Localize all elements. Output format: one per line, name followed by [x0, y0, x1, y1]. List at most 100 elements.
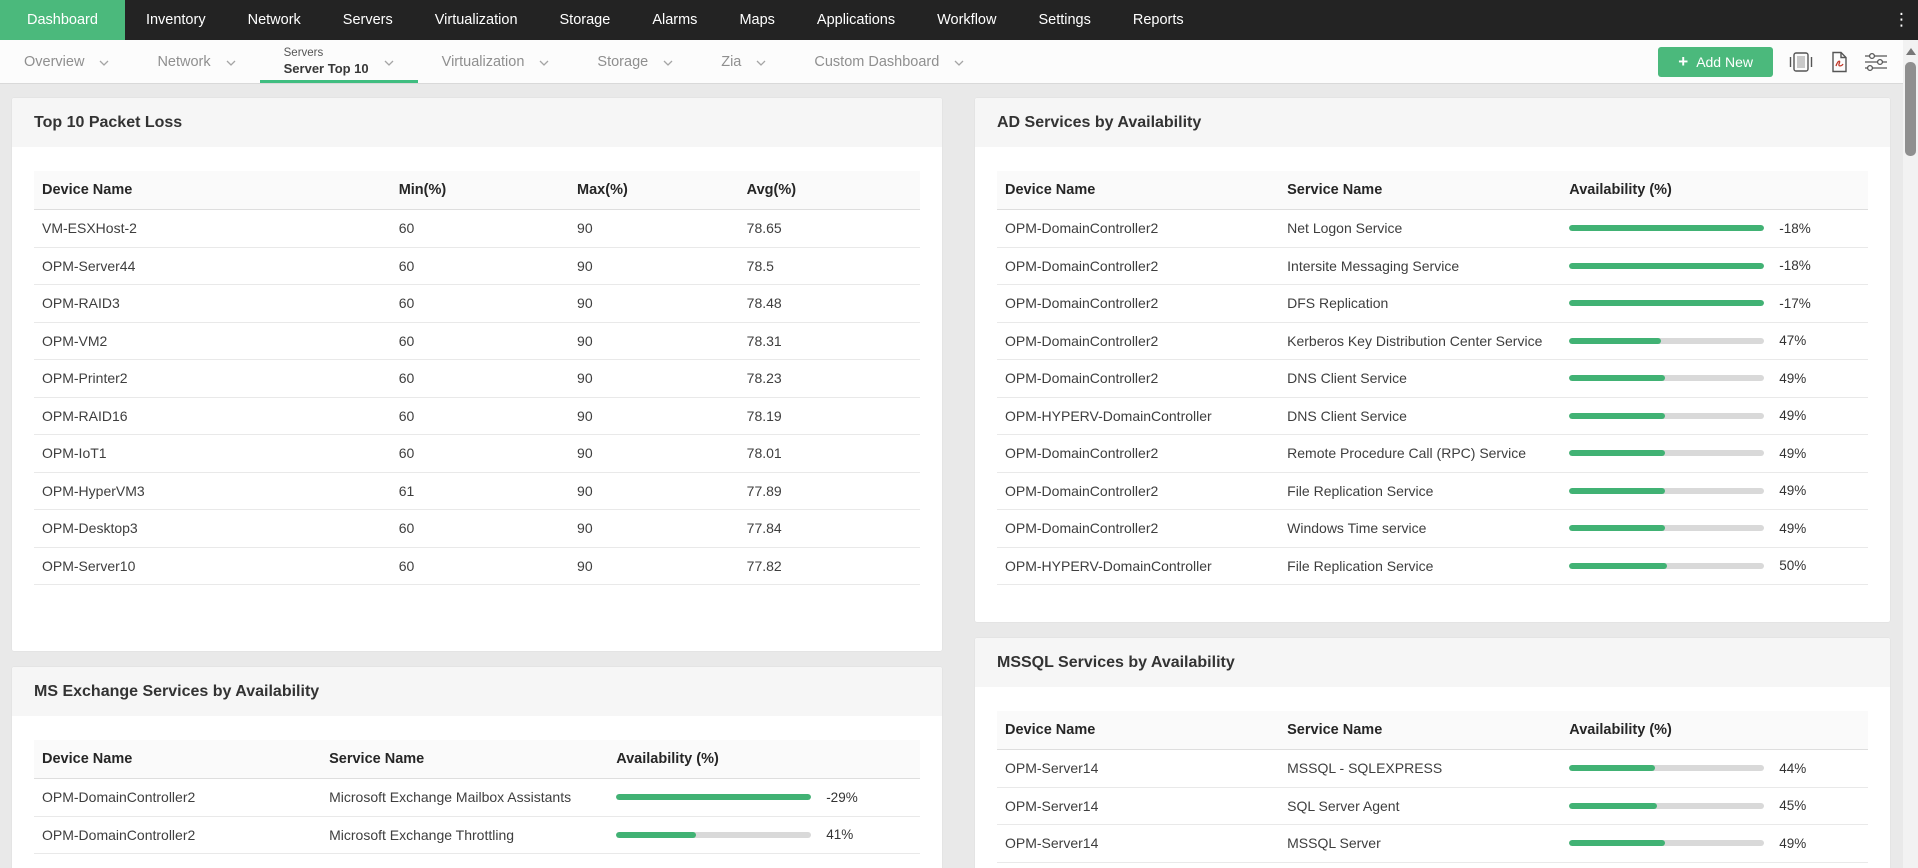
table-row: OPM-DomainController2 Microsoft Exchange …: [34, 779, 920, 817]
device-name-cell: OPM-DomainController2: [1005, 257, 1159, 274]
table-row: OPM-Printer2 60 90 78.23: [34, 360, 920, 398]
nav-item-alarms[interactable]: Alarms: [652, 12, 698, 28]
more-vertical-icon[interactable]: ⋮: [1893, 10, 1910, 29]
availability-bar-fill: [1569, 802, 1658, 809]
top-nav-items: Dashboard Inventory Network Servers Virtuali…: [0, 0, 1885, 40]
device-name-cell: OPM-DomainController2: [1005, 370, 1159, 387]
table-row: OPM-RAID3 60 90 78.48: [34, 285, 920, 323]
device-name-cell: VM-ESXHost-2: [42, 220, 137, 237]
top-nav: Dashboard Inventory Network Servers Virtuali…: [0, 0, 1918, 40]
nav-item-settings[interactable]: Settings: [1038, 12, 1091, 28]
table-row: OPM-VM2 60 90 78.31: [34, 323, 920, 360]
availability-bar-fill: [1569, 337, 1661, 344]
tab-sublabel: Servers: [283, 47, 324, 60]
availability-bar-fill: [1569, 562, 1667, 569]
service-name-cell: Net Logon Service: [1287, 220, 1403, 237]
device-name-cell: OPM-Server14: [1005, 760, 1099, 777]
tab-virtualization[interactable]: Virtualization: [418, 40, 574, 83]
toolbar-actions: + Add New: [1658, 40, 1918, 83]
nav-item-applications[interactable]: Applications: [816, 12, 896, 28]
availability-bar-fill: [1569, 450, 1665, 457]
panel-mssql-services-availability: MSSQL Services by Availability Device Na…: [975, 638, 1890, 868]
dashboard-tab-strip: Overview Network Servers Server Top 10 Virtu…: [0, 40, 988, 83]
table-row: OPM-Server14 MSSQL - SQLEXPRESS 44%: [997, 750, 1868, 788]
column-header: Availability (%): [1569, 722, 1672, 738]
nav-item-storage[interactable]: Storage: [559, 12, 611, 28]
service-name-cell: Microsoft Exchange Throttling: [329, 826, 515, 843]
scrollbar-thumb[interactable]: [1905, 62, 1916, 156]
add-new-button[interactable]: + Add New: [1658, 46, 1773, 77]
nav-item-dashboard[interactable]: Dashboard: [0, 0, 125, 40]
nav-item-inventory[interactable]: Inventory: [145, 12, 206, 28]
device-name-cell: OPM-IoT1: [42, 445, 107, 462]
value-cell: 90: [577, 520, 593, 537]
slideshow-icon[interactable]: [1788, 51, 1814, 73]
column-header: Device Name: [1005, 722, 1096, 738]
pdf-export-icon[interactable]: [1829, 51, 1849, 73]
table-header-row: Device Name Service Name Availability (%): [997, 711, 1868, 750]
availability-bar: [1569, 840, 1765, 847]
chevron-down-icon: [954, 60, 964, 66]
availability-cell: 49%: [1569, 371, 1860, 386]
availability-bar-fill: [1569, 412, 1665, 419]
nav-item-maps[interactable]: Maps: [739, 12, 775, 28]
dashboard-toolbar: Overview Network Servers Server Top 10 Virtu…: [0, 40, 1918, 84]
plus-icon: +: [1678, 52, 1689, 71]
table-row: OPM-DomainController2 Kerberos Key Distri…: [997, 323, 1868, 360]
availability-cell: 49%: [1569, 521, 1860, 536]
table-row: OPM-DomainController2 Remote Procedure Ca…: [997, 435, 1868, 473]
device-name-cell: OPM-DomainController2: [1005, 445, 1159, 462]
tab-storage[interactable]: Storage: [573, 40, 697, 83]
tab-zia[interactable]: Zia: [697, 40, 790, 83]
service-name-cell: SQL Server Agent: [1287, 797, 1400, 814]
nav-item-network[interactable]: Network: [247, 12, 301, 28]
availability-value: 49%: [1779, 835, 1807, 851]
tab-server-top-10[interactable]: Servers Server Top 10: [259, 40, 418, 83]
table-header-row: Device Name Service Name Availability (%): [34, 740, 920, 779]
value-cell: 90: [577, 557, 593, 574]
value-cell: 90: [577, 407, 593, 424]
nav-item-reports[interactable]: Reports: [1132, 12, 1184, 28]
vertical-scrollbar[interactable]: [1903, 40, 1918, 868]
table-row: OPM-DomainController2 DFS Replication -17%: [997, 285, 1868, 323]
chevron-down-icon: [226, 60, 236, 66]
service-name-cell: DNS Client Service: [1287, 370, 1407, 387]
device-name-cell: OPM-RAID3: [42, 295, 120, 312]
device-name-cell: OPM-HyperVM3: [42, 482, 145, 499]
device-name-cell: OPM-RAID16: [42, 407, 128, 424]
device-name-cell: OPM-HYPERV-DomainController: [1005, 557, 1212, 574]
table-row: OPM-Server10 60 90 77.82: [34, 548, 920, 585]
tab-label: Overview: [24, 53, 85, 70]
column-header: Max(%): [577, 182, 628, 198]
chevron-down-icon: [384, 60, 394, 66]
device-name-cell: OPM-Server44: [42, 257, 136, 274]
availability-cell: 49%: [1569, 483, 1860, 498]
value-cell: 61: [398, 482, 415, 499]
availability-value: -17%: [1779, 295, 1811, 311]
nav-item-virtualization[interactable]: Virtualization: [434, 12, 518, 28]
tab-label: Zia: [721, 53, 742, 70]
availability-cell: -18%: [1569, 221, 1860, 236]
table-row: OPM-Desktop3 60 90 77.84: [34, 510, 920, 548]
tab-label: Servers Server Top 10: [284, 46, 369, 77]
nav-item-servers[interactable]: Servers: [342, 12, 393, 28]
service-name-cell: MSSQL - SQLEXPRESS: [1287, 760, 1443, 777]
panel-title: MS Exchange Services by Availability: [34, 682, 320, 700]
display-settings-icon[interactable]: [1864, 51, 1888, 73]
availability-value: 49%: [1779, 483, 1807, 499]
column-header: Device Name: [42, 182, 133, 198]
column-header: Service Name: [1287, 722, 1383, 738]
tab-custom-dashboard[interactable]: Custom Dashboard: [790, 40, 988, 83]
tab-overview[interactable]: Overview: [0, 40, 133, 83]
service-name-cell: DFS Replication: [1287, 295, 1389, 312]
availability-bar-fill: [1569, 840, 1665, 847]
service-name-cell: File Replication Service: [1287, 482, 1434, 499]
service-name-cell: Windows Time service: [1287, 520, 1427, 537]
tab-network[interactable]: Network: [133, 40, 259, 83]
scroll-up-arrow-icon[interactable]: [1905, 48, 1916, 55]
value-cell: 60: [398, 557, 415, 574]
device-name-cell: OPM-Server10: [42, 557, 136, 574]
availability-bar: [616, 831, 812, 838]
nav-item-workflow[interactable]: Workflow: [937, 12, 997, 28]
chevron-down-icon: [756, 60, 766, 66]
